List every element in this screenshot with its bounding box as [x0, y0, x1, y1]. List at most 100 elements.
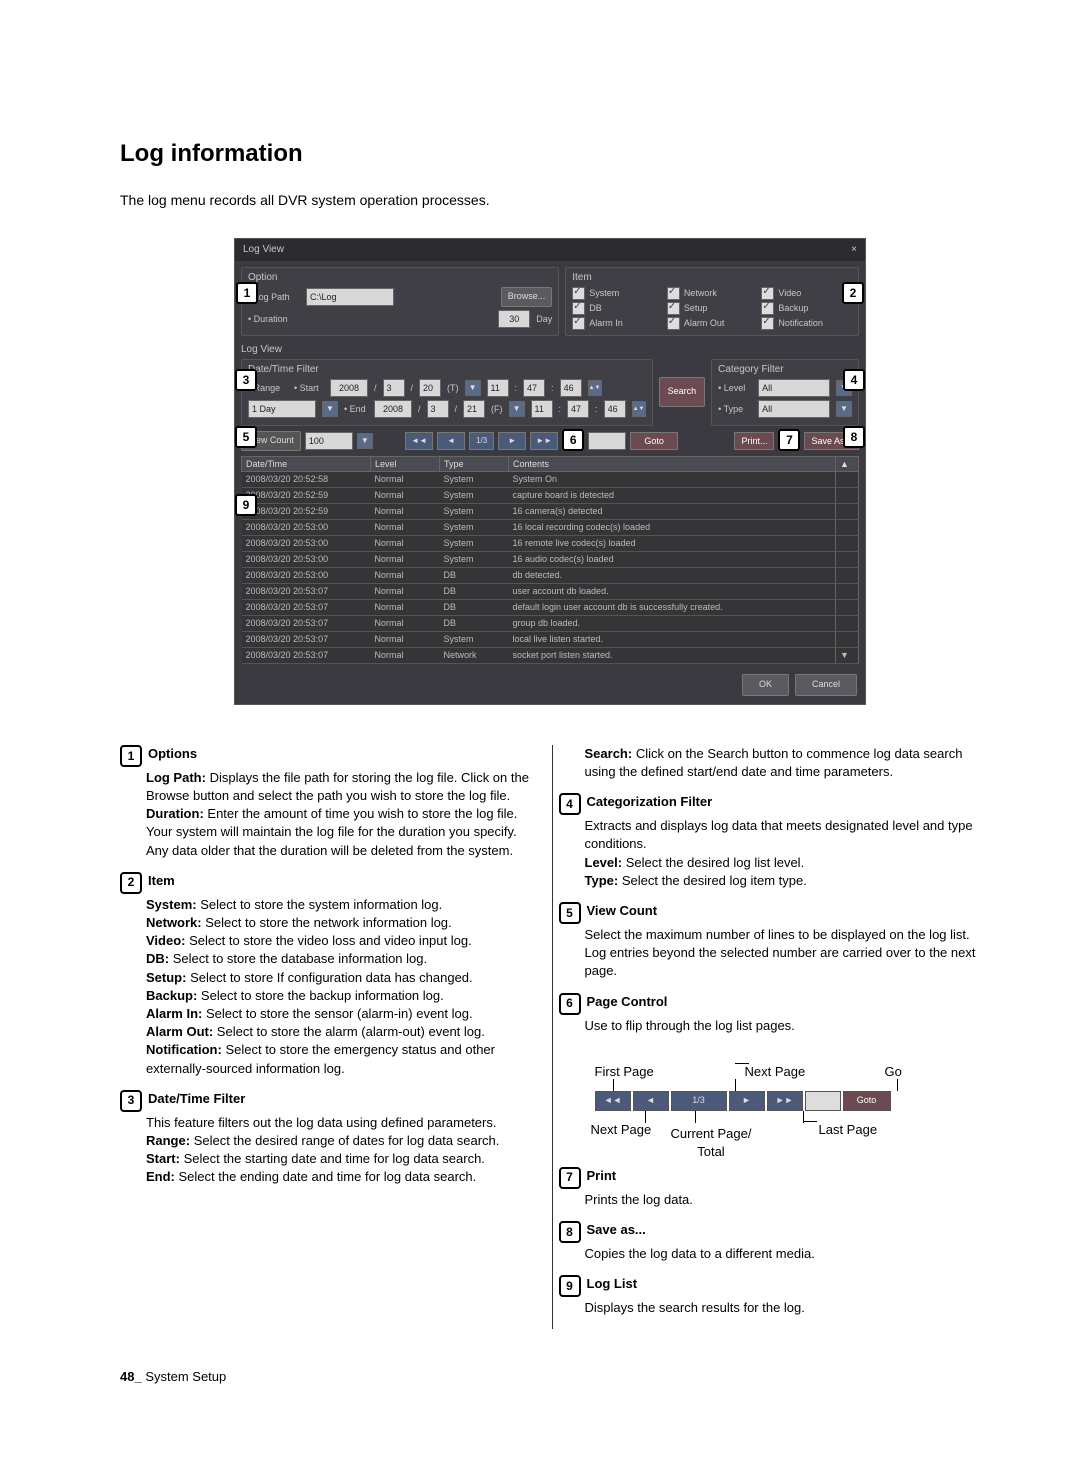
scrollbar-track[interactable] [836, 503, 859, 519]
type-v: Select the desired log item type. [622, 873, 807, 888]
numbox-2: 2 [120, 872, 142, 894]
table-row[interactable]: 2008/03/20 20:52:59NormalSystem16 camera… [242, 503, 859, 519]
last-page-button[interactable]: ►► [530, 432, 558, 450]
view-count-field[interactable]: 100 [305, 432, 353, 450]
goto-field[interactable] [588, 432, 626, 450]
table-cell: 2008/03/20 20:53:07 [242, 599, 371, 615]
view-count-dropdown[interactable]: ▼ [357, 433, 373, 449]
scrollbar-track[interactable] [836, 535, 859, 551]
end-dayweek: (F) [491, 404, 503, 414]
table-cell: socket port listen started. [509, 647, 836, 663]
chk-setup[interactable] [667, 302, 680, 315]
numbox-9: 9 [559, 1275, 581, 1297]
table-row[interactable]: 2008/03/20 20:53:00NormalSystem16 audio … [242, 551, 859, 567]
scrollbar-track[interactable] [836, 583, 859, 599]
end-min[interactable]: 47 [567, 400, 589, 418]
table-row[interactable]: 2008/03/20 20:53:07NormalDBdefault login… [242, 599, 859, 615]
start-day[interactable]: 20 [419, 379, 441, 397]
table-cell: 2008/03/20 20:53:07 [242, 583, 371, 599]
table-row[interactable]: 2008/03/20 20:53:07NormalDBuser account … [242, 583, 859, 599]
backup-v: Select to store the backup information l… [201, 988, 444, 1003]
scrollbar-track[interactable] [836, 567, 859, 583]
catfilter-title: Category Filter [718, 364, 852, 375]
table-row[interactable]: 2008/03/20 20:52:58NormalSystemSystem On [242, 471, 859, 487]
chk-network[interactable] [667, 287, 680, 300]
cancel-button[interactable]: Cancel [795, 674, 857, 696]
scrollbar-track[interactable] [836, 519, 859, 535]
chk-notification[interactable] [761, 317, 774, 330]
table-row[interactable]: 2008/03/20 20:53:00NormalDBdb detected. [242, 567, 859, 583]
col-level[interactable]: Level [371, 456, 440, 471]
notif-k: Notification: [146, 1042, 222, 1057]
type-field[interactable]: All [758, 400, 830, 418]
section-title: Log information [120, 140, 980, 168]
end-date-dropdown[interactable]: ▼ [509, 401, 525, 417]
search-button[interactable]: Search [659, 377, 706, 407]
table-row[interactable]: 2008/03/20 20:53:07NormalSystemlocal liv… [242, 631, 859, 647]
type-dropdown[interactable]: ▼ [836, 401, 852, 417]
end-month[interactable]: 3 [427, 400, 449, 418]
diagram-goto-field [805, 1091, 841, 1111]
start-date-dropdown[interactable]: ▼ [465, 380, 481, 396]
end-day[interactable]: 21 [463, 400, 485, 418]
log-path-field[interactable]: C:\Log [306, 288, 394, 306]
scrollbar-track[interactable] [836, 599, 859, 615]
goto-button[interactable]: Goto [630, 432, 678, 450]
start-year[interactable]: 2008 [330, 379, 368, 397]
prev-page-button[interactable]: ◄ [437, 432, 465, 450]
chk-db[interactable] [572, 302, 585, 315]
first-page-button[interactable]: ◄◄ [405, 432, 433, 450]
table-cell: System [440, 487, 509, 503]
print-button[interactable]: Print... [734, 432, 774, 450]
ok-button[interactable]: OK [742, 674, 789, 696]
table-cell: default login user account db is success… [509, 599, 836, 615]
table-row[interactable]: 2008/03/20 20:52:59NormalSystemcapture b… [242, 487, 859, 503]
start-sec[interactable]: 46 [560, 379, 582, 397]
item-db: DB [589, 303, 602, 313]
numbox-1: 1 [120, 745, 142, 767]
scrollbar-track[interactable] [836, 471, 859, 487]
next-page-button[interactable]: ► [498, 432, 526, 450]
table-row[interactable]: 2008/03/20 20:53:07NormalDBgroup db load… [242, 615, 859, 631]
end-time-spinner[interactable]: ▲▼ [632, 401, 646, 417]
close-icon[interactable]: × [851, 239, 857, 261]
end-hour[interactable]: 11 [531, 400, 553, 418]
table-cell: Normal [371, 631, 440, 647]
lbl-current-page: Current Page/ Total [671, 1125, 752, 1161]
table-row[interactable]: 2008/03/20 20:53:00NormalSystem16 local … [242, 519, 859, 535]
end-sec[interactable]: 46 [604, 400, 626, 418]
scrollbar-track[interactable] [836, 615, 859, 631]
chk-alarm-out[interactable] [667, 317, 680, 330]
level-field[interactable]: All [758, 379, 830, 397]
table-cell: db detected. [509, 567, 836, 583]
scrollbar-track[interactable]: ▼ [836, 647, 859, 663]
duration-field[interactable]: 30 [498, 310, 530, 328]
col-datetime[interactable]: Date/Time [242, 456, 371, 471]
table-row[interactable]: 2008/03/20 20:53:07NormalNetworksocket p… [242, 647, 859, 663]
scrollbar-track[interactable] [836, 631, 859, 647]
scrollbar-track[interactable] [836, 551, 859, 567]
table-row[interactable]: 2008/03/20 20:53:00NormalSystem16 remote… [242, 535, 859, 551]
item-network: Network [684, 288, 717, 298]
col-contents[interactable]: Contents [509, 456, 836, 471]
desc-8-body: Copies the log data to a different media… [585, 1245, 981, 1263]
table-cell: 2008/03/20 20:53:00 [242, 551, 371, 567]
chk-backup[interactable] [761, 302, 774, 315]
range-dropdown[interactable]: ▼ [322, 401, 338, 417]
table-cell: 2008/03/20 20:53:00 [242, 519, 371, 535]
start-month[interactable]: 3 [383, 379, 405, 397]
chk-video[interactable] [761, 287, 774, 300]
chk-system[interactable] [572, 287, 585, 300]
chk-alarm-in[interactable] [572, 317, 585, 330]
col-type[interactable]: Type [440, 456, 509, 471]
start-time-spinner[interactable]: ▲▼ [588, 380, 602, 396]
scrollbar-track[interactable] [836, 487, 859, 503]
scroll-up[interactable]: ▲ [836, 456, 859, 471]
start-hour[interactable]: 11 [487, 379, 509, 397]
range-field[interactable]: 1 Day [248, 400, 316, 418]
db-k: DB: [146, 951, 169, 966]
end-year[interactable]: 2008 [374, 400, 412, 418]
start-min[interactable]: 47 [523, 379, 545, 397]
range-v: Select the desired range of dates for lo… [194, 1133, 500, 1148]
browse-button[interactable]: Browse... [501, 287, 553, 307]
